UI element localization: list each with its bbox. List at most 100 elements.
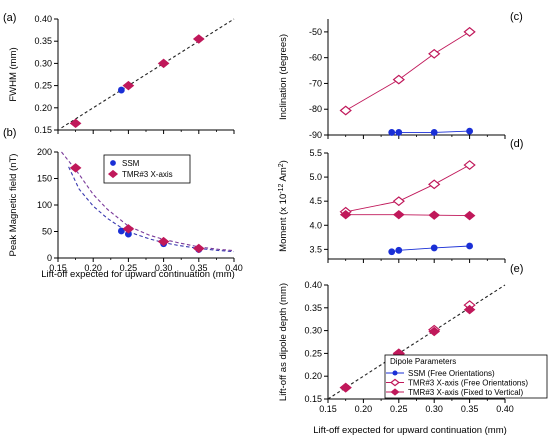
x-tick-label: 0.15: [49, 263, 67, 273]
data-point: [339, 209, 352, 220]
data-point: [69, 118, 82, 129]
x-tick-label: 0.25: [120, 263, 138, 273]
y-axis-label: Lift-off as dipole depth (mm): [278, 283, 289, 401]
y-tick-label: 0.25: [304, 348, 322, 358]
data-point: [339, 382, 352, 393]
y-tick-label: 5.5: [309, 148, 322, 158]
y-tick-label: 0.40: [304, 280, 322, 290]
data-point: [463, 26, 476, 37]
y-tick-label: 0.15: [34, 125, 52, 135]
data-point: [388, 129, 396, 136]
legend-label: TMR#3 X-axis: [122, 170, 173, 179]
legend-marker: [110, 160, 116, 166]
x-tick-label: 0.40: [496, 404, 514, 414]
legend-marker: [390, 378, 400, 387]
series-line: [345, 214, 470, 217]
y-tick-label: -50: [309, 27, 322, 37]
y-tick-label: 0.40: [34, 14, 52, 24]
data-point: [124, 230, 132, 238]
data-point: [157, 58, 170, 69]
panel-label: (a): [3, 12, 16, 24]
x-tick-label: 0.20: [355, 404, 373, 414]
legend-marker: [107, 169, 119, 179]
panel-label: (c): [510, 11, 523, 23]
data-point: [463, 160, 476, 171]
data-point: [122, 80, 135, 91]
data-point: [428, 179, 441, 190]
reference-line: [327, 284, 506, 400]
y-tick-label: 150: [37, 174, 52, 184]
fit-curve: [68, 166, 235, 253]
y-axis-label-sup: -12: [278, 184, 285, 194]
legend-marker: [392, 370, 398, 376]
legend-label: TMR#3 X-axis (Fixed to Vertical): [408, 388, 523, 397]
y-tick-label: 0.30: [304, 326, 322, 336]
data-point: [117, 86, 125, 94]
y-tick-label: 0: [47, 253, 52, 263]
panel-e: (e) 0.15 0.20 0.25 0.30 0.35 0.40 0.15 0.20 0.25 0…: [278, 263, 548, 414]
legend: Dipole Parameters SSM (Free Orientations)…: [384, 354, 548, 399]
data-point: [157, 236, 170, 247]
x-axis-label-right: Lift-off expected for upward continuatio…: [313, 425, 507, 436]
data-point: [463, 210, 476, 221]
data-point: [466, 127, 473, 135]
y-tick-label: 0.30: [34, 58, 52, 68]
panel-label: (e): [510, 263, 523, 275]
x-tick-label: 0.35: [461, 404, 479, 414]
x-tick-label: 0.35: [190, 263, 208, 273]
y-tick-label: 5.0: [309, 172, 322, 182]
data-point: [192, 34, 205, 44]
series-line: [345, 164, 470, 213]
series-line: [391, 130, 470, 133]
data-point: [463, 304, 476, 315]
panel-d: (d) 3.5 4.0 4.5 5.0 5.5 Moment (x 10-12 Am2): [278, 138, 523, 263]
y-axis-label: FWHM (mm): [8, 47, 19, 101]
series-line: [391, 245, 470, 253]
data-point: [430, 129, 438, 136]
data-point: [69, 163, 82, 173]
x-tick-label: 0.15: [319, 404, 337, 414]
panel-label: (d): [510, 138, 523, 150]
y-tick-label: 0.35: [304, 303, 322, 313]
y-tick-label: 200: [37, 147, 52, 157]
y-tick-label: 3.5: [309, 244, 322, 254]
legend-box: [384, 354, 548, 399]
y-tick-label: -70: [309, 78, 322, 88]
legend-title: Dipole Parameters: [390, 357, 456, 366]
x-tick-label: 0.20: [84, 263, 102, 273]
y-tick-label: 0.15: [304, 394, 322, 404]
y-tick-label: -80: [309, 104, 322, 114]
data-point: [392, 196, 405, 207]
y-axis-label: Peak Magnetic field (nT): [8, 154, 19, 257]
y-tick-label: 50: [42, 227, 52, 237]
data-point: [388, 248, 396, 256]
data-point: [428, 210, 441, 220]
y-tick-label: 0.35: [34, 36, 52, 46]
data-point: [339, 105, 352, 116]
y-tick-label: -90: [309, 130, 322, 140]
legend-label: SSM: [122, 159, 140, 168]
data-point: [392, 74, 405, 85]
y-tick-label: 100: [37, 200, 52, 210]
panel-label: (b): [3, 127, 16, 139]
panel-c: (c) -90 -80 -70 -60 -50 Inclination (degrees): [278, 11, 523, 140]
x-tick-label: 0.25: [390, 404, 408, 414]
fit-curve: [61, 151, 235, 252]
data-point: [192, 243, 205, 254]
data-point: [395, 129, 403, 136]
x-axis-label-left: Lift-off expected for upward continuatio…: [41, 269, 235, 280]
data-point: [428, 48, 441, 59]
x-tick-label: 0.30: [155, 263, 173, 273]
y-axis-label: Moment (x 10-12 Am2): [278, 160, 290, 252]
series-line: [345, 31, 470, 111]
y-tick-label: 4.5: [309, 196, 322, 206]
y-tick-label: 4.0: [309, 220, 322, 230]
y-tick-label: 0.20: [34, 103, 52, 113]
y-axis-label: Inclination (degrees): [278, 34, 289, 120]
data-point: [466, 242, 473, 250]
legend-label: TMR#3 X-axis (Free Orientations): [408, 379, 528, 388]
legend-box: [103, 154, 191, 184]
y-tick-label: -60: [309, 53, 322, 63]
y-tick-label: 0.25: [34, 81, 52, 91]
